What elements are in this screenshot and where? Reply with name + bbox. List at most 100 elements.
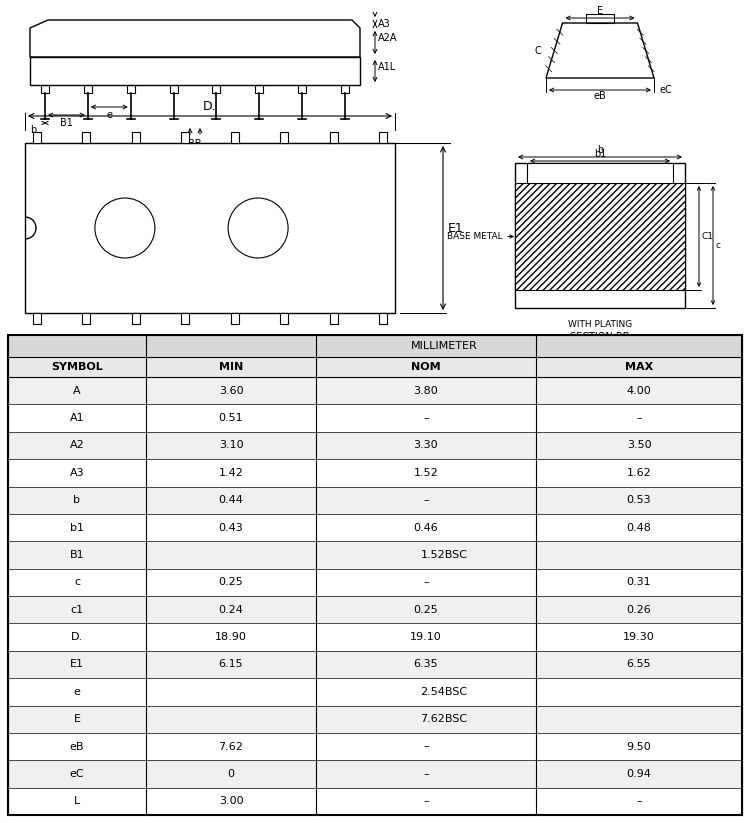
- Text: 0.25: 0.25: [414, 605, 438, 615]
- Text: eC: eC: [659, 85, 672, 95]
- Text: 0.94: 0.94: [626, 769, 652, 779]
- Text: –: –: [423, 413, 429, 423]
- Text: 3.50: 3.50: [627, 440, 651, 450]
- Text: 19.10: 19.10: [410, 632, 442, 642]
- Text: 7.62: 7.62: [218, 742, 244, 751]
- Text: –: –: [423, 797, 429, 807]
- Text: D.: D.: [203, 100, 217, 113]
- Text: C: C: [534, 45, 541, 55]
- Text: MIN: MIN: [219, 362, 243, 372]
- Bar: [379, 132, 387, 143]
- Text: b: b: [30, 125, 36, 135]
- Text: c1: c1: [70, 605, 83, 615]
- Bar: [8, 335, 742, 815]
- Text: –: –: [636, 797, 642, 807]
- Bar: [25, 143, 395, 313]
- Text: 3.10: 3.10: [219, 440, 243, 450]
- Text: A2: A2: [70, 440, 84, 450]
- Text: B1: B1: [70, 550, 84, 560]
- Text: A1L: A1L: [378, 62, 396, 72]
- Bar: [8, 542, 742, 569]
- Bar: [379, 313, 387, 324]
- Bar: [341, 85, 349, 93]
- Text: 1.52BSC: 1.52BSC: [421, 550, 467, 560]
- Text: c: c: [716, 241, 721, 250]
- Text: 0.44: 0.44: [218, 495, 244, 505]
- Text: 0.51: 0.51: [219, 413, 243, 423]
- Text: A3: A3: [70, 467, 84, 478]
- Text: e: e: [106, 110, 112, 120]
- Text: NOM: NOM: [411, 362, 441, 372]
- Text: –: –: [423, 769, 429, 779]
- Text: b: b: [597, 145, 603, 155]
- Text: 4.00: 4.00: [627, 386, 651, 396]
- Text: 9.50: 9.50: [627, 742, 651, 751]
- Text: 2.54BSC: 2.54BSC: [421, 687, 467, 697]
- Text: 0: 0: [227, 769, 235, 779]
- Text: eB: eB: [594, 91, 606, 101]
- Text: 1.52: 1.52: [414, 467, 438, 478]
- Text: 0.24: 0.24: [218, 605, 244, 615]
- Text: SYMBOL: SYMBOL: [51, 362, 103, 372]
- Bar: [8, 760, 742, 788]
- Text: 0.48: 0.48: [626, 523, 652, 532]
- Bar: [8, 651, 742, 678]
- Text: 0.26: 0.26: [627, 605, 651, 615]
- Text: D.: D.: [71, 632, 83, 642]
- Bar: [82, 313, 91, 324]
- Bar: [41, 85, 49, 93]
- Text: WITH PLATING: WITH PLATING: [568, 320, 632, 329]
- Text: –: –: [423, 577, 429, 588]
- Bar: [255, 85, 263, 93]
- Bar: [33, 132, 41, 143]
- Bar: [182, 313, 189, 324]
- Text: A: A: [74, 386, 81, 396]
- Text: MAX: MAX: [625, 362, 653, 372]
- Bar: [8, 404, 742, 432]
- Bar: [8, 596, 742, 623]
- Text: 6.55: 6.55: [627, 659, 651, 669]
- Bar: [8, 335, 742, 815]
- Bar: [586, 14, 614, 23]
- Text: 1.62: 1.62: [627, 467, 651, 478]
- Bar: [527, 163, 673, 183]
- Text: B1: B1: [60, 118, 73, 128]
- Bar: [8, 335, 146, 357]
- Text: C1: C1: [702, 232, 714, 241]
- Bar: [212, 85, 220, 93]
- Text: 18.90: 18.90: [215, 632, 247, 642]
- Text: SECTION BB: SECTION BB: [570, 332, 630, 342]
- Bar: [231, 313, 238, 324]
- Bar: [8, 357, 742, 377]
- Bar: [280, 132, 288, 143]
- Text: 7.62BSC: 7.62BSC: [421, 714, 467, 724]
- Bar: [8, 569, 742, 596]
- Text: A2A: A2A: [378, 33, 398, 43]
- Bar: [84, 85, 92, 93]
- Text: b1: b1: [594, 149, 606, 159]
- Text: –: –: [636, 413, 642, 423]
- Bar: [515, 183, 685, 290]
- Text: 19.30: 19.30: [623, 632, 655, 642]
- Text: E1: E1: [448, 221, 464, 235]
- Bar: [127, 85, 135, 93]
- Bar: [82, 132, 91, 143]
- Text: 3.00: 3.00: [219, 797, 243, 807]
- Text: –: –: [423, 742, 429, 751]
- Text: 3.60: 3.60: [219, 386, 243, 396]
- Text: 0.46: 0.46: [414, 523, 438, 532]
- Text: b1: b1: [70, 523, 84, 532]
- Text: 6.15: 6.15: [219, 659, 243, 669]
- Text: 6.35: 6.35: [414, 659, 438, 669]
- Text: 1.42: 1.42: [218, 467, 244, 478]
- Text: eB: eB: [70, 742, 84, 751]
- Bar: [8, 623, 742, 651]
- Bar: [182, 132, 189, 143]
- Bar: [8, 459, 742, 486]
- Bar: [8, 514, 742, 542]
- Bar: [329, 313, 338, 324]
- Bar: [8, 678, 742, 705]
- Text: 0.53: 0.53: [627, 495, 651, 505]
- Text: c: c: [74, 577, 80, 588]
- Text: E1: E1: [70, 659, 84, 669]
